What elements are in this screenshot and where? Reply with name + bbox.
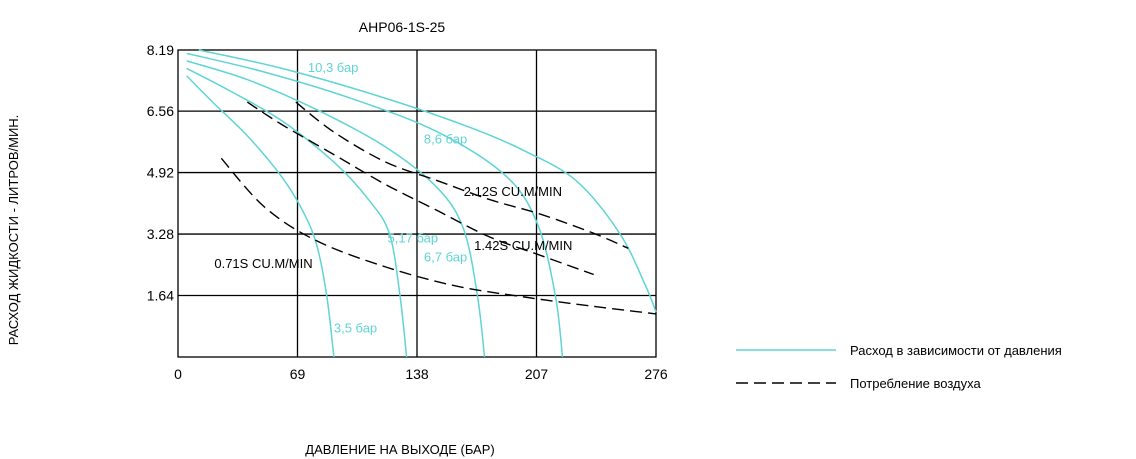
y-tick-label: 4.92	[147, 165, 174, 181]
x-tick-label: 0	[174, 366, 182, 382]
x-axis-label: ДАВЛЕНИЕ НА ВЫХОДЕ (БАР)	[305, 442, 494, 457]
series-line	[186, 60, 486, 358]
grid	[177, 49, 657, 358]
x-tick-label: 276	[644, 366, 668, 382]
x-tick-label: 138	[405, 366, 429, 382]
series-line	[186, 52, 564, 358]
curve-labels: 10,3 бар 8,6 бар 5,17 бар 6,7 бар 3,5 бар 2.1…	[214, 60, 572, 336]
series-line	[198, 49, 657, 313]
curve-label: 5,17 бар	[388, 231, 439, 246]
curve-label: 8,6 бар	[424, 131, 467, 146]
x-tick-label: 69	[290, 366, 306, 382]
chart-title: AHP06-1S-25	[359, 19, 446, 35]
curves	[186, 49, 657, 358]
y-axis-label: РАСХОД ЖИДКОСТИ - ЛИТРОВ/МИН.	[6, 115, 21, 346]
curve-label: 6,7 бар	[424, 249, 467, 264]
series-line	[186, 75, 335, 358]
curve-label: 10,3 бар	[308, 60, 359, 75]
x-tick-label: 207	[525, 366, 549, 382]
curve-label: 0.71S CU.M/MIN	[214, 256, 312, 271]
y-tick-label: 1.64	[147, 288, 174, 304]
series-line	[295, 101, 629, 249]
y-tick-label: 3.28	[147, 226, 174, 242]
series-line	[246, 101, 594, 276]
legend-label: Расход в зависимости от давления	[850, 343, 1062, 358]
tick-labels: 0 69 138 207 276 1.64 3.28 4.92 6.56 8.19	[147, 42, 668, 382]
series-line	[186, 67, 408, 358]
y-tick-label: 6.56	[147, 103, 174, 119]
legend-label: Потребление воздуха	[850, 376, 981, 391]
legend: Расход в зависимости от давления Потребле…	[736, 343, 1062, 391]
curve-label: 3,5 бар	[334, 321, 377, 336]
curve-label: 1.42S CU.M/MIN	[474, 238, 572, 253]
series-line	[220, 157, 657, 315]
curve-label: 2.12S CU.M/MIN	[464, 184, 562, 199]
y-tick-label: 8.19	[147, 42, 174, 58]
